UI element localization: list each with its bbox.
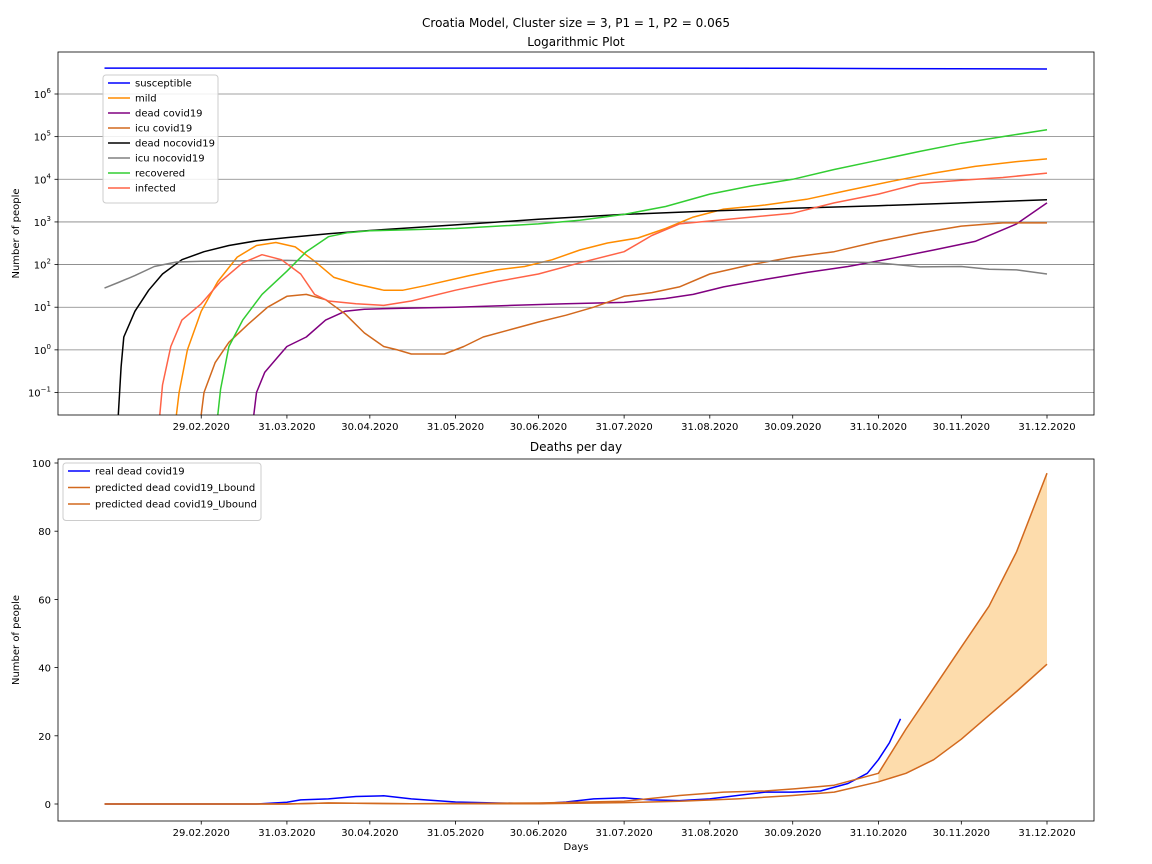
axes-frame	[57, 51, 1095, 416]
y-tick-label: 104	[34, 172, 52, 186]
x-tick-label: 30.11.2020	[933, 828, 990, 839]
axes-title: Logarithmic Plot	[527, 35, 625, 49]
series-line-real-dead-covid19	[104, 718, 902, 805]
x-tick-label: 30.09.2020	[764, 422, 821, 433]
y-tick-label: 40	[38, 664, 51, 675]
legend-label: real dead covid19	[95, 467, 185, 478]
y-tick-label: 103	[34, 215, 51, 229]
y-tick-label: 0	[45, 800, 51, 811]
x-tick-label: 31.07.2020	[595, 828, 652, 839]
legend-label: predicted dead covid19_Ubound	[95, 500, 257, 511]
series-line-icu-nocovid19	[104, 259, 1048, 289]
y-tick-label: 60	[38, 595, 51, 606]
x-tick-label: 31.10.2020	[850, 422, 907, 433]
legend-label: susceptible	[135, 79, 192, 90]
y-axis-label: Number of people	[11, 595, 22, 685]
legend-label: predicted dead covid19_Lbound	[95, 483, 255, 494]
legend: real dead covid19 predicted dead covid19_…	[62, 462, 262, 521]
y-tick-label: 100	[32, 459, 51, 470]
x-tick-label: 31.08.2020	[681, 422, 738, 433]
x-tick-label: 31.05.2020	[427, 422, 484, 433]
series-line-dead-nocovid19	[117, 199, 1048, 415]
deaths-per-day-panel: Deaths per day 29.02.2020 31.03.2020 30.04.…	[11, 440, 1095, 853]
y-tick-label: 20	[38, 732, 51, 743]
y-tick-label: 80	[38, 527, 51, 538]
x-tick-label: 31.12.2020	[1018, 828, 1075, 839]
axes-frame	[57, 458, 1095, 822]
x-tick-label: 29.02.2020	[173, 828, 230, 839]
x-axis-label: Days	[564, 842, 589, 853]
legend-box	[62, 462, 262, 521]
y-tick-label: 101	[34, 300, 51, 314]
legend-label: dead nocovid19	[135, 139, 215, 150]
x-tick-label: 30.06.2020	[510, 422, 567, 433]
series-line-dead-covid19	[253, 202, 1048, 415]
y-tick-label: 10−1	[28, 386, 51, 400]
x-tick-label: 31.07.2020	[595, 422, 652, 433]
legend-label: dead covid19	[135, 109, 203, 120]
x-tick-label: 31.05.2020	[427, 828, 484, 839]
y-tick-label: 105	[34, 130, 51, 144]
x-tick-label: 30.11.2020	[933, 422, 990, 433]
y-tick-label: 102	[34, 258, 51, 272]
legend-label: mild	[135, 94, 157, 105]
x-tick-label: 29.02.2020	[173, 422, 230, 433]
uncertainty-band	[878, 473, 1047, 782]
x-tick-label: 31.03.2020	[258, 422, 315, 433]
x-tick-label: 30.06.2020	[510, 828, 567, 839]
series-line-mild	[175, 158, 1048, 415]
series-line-icu-covid19	[200, 222, 1047, 415]
legend: susceptible mild dead covid19 icu covid19 de…	[102, 74, 219, 204]
y-tick-label: 100	[34, 343, 51, 357]
x-tick-label: 31.03.2020	[258, 828, 315, 839]
y-axis-label: Number of people	[11, 188, 22, 278]
x-tick-label: 31.12.2020	[1018, 422, 1075, 433]
y-tick-label: 106	[34, 87, 52, 101]
legend-label: infected	[135, 184, 176, 195]
figure-suptitle: Croatia Model, Cluster size = 3, P1 = 1,…	[422, 16, 730, 30]
series-line-infected	[159, 172, 1048, 415]
x-tick-label: 30.09.2020	[764, 828, 821, 839]
series-line-predicted-dead-covid19-ubound	[104, 472, 1048, 805]
axes-title: Deaths per day	[530, 440, 622, 454]
x-tick-label: 31.10.2020	[850, 828, 907, 839]
series-line-recovered	[217, 129, 1048, 415]
x-tick-label: 30.04.2020	[341, 828, 398, 839]
legend-label: icu nocovid19	[135, 154, 205, 165]
log-plot-panel: Logarithmic Plot 29.02.2020 31.03.2020 30.0…	[11, 35, 1095, 433]
series-line-susceptible	[104, 67, 1048, 70]
legend-label: icu covid19	[135, 124, 192, 135]
legend-label: recovered	[135, 169, 185, 180]
x-tick-label: 30.04.2020	[341, 422, 398, 433]
legend-box	[102, 74, 219, 204]
x-tick-label: 31.08.2020	[681, 828, 738, 839]
